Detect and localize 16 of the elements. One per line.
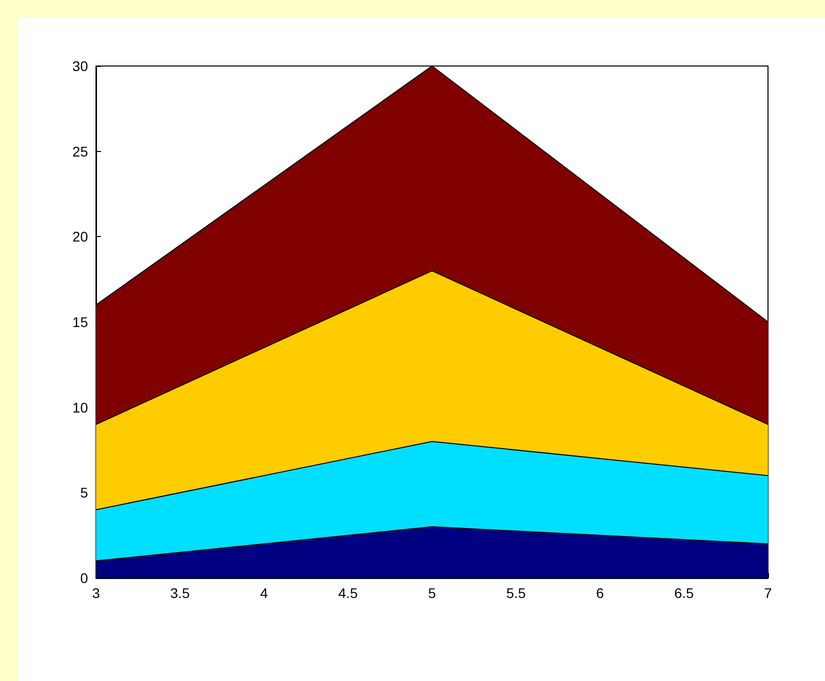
y-tick-label: 20 (72, 228, 88, 245)
y-tick-label: 15 (72, 314, 88, 330)
x-tick-label: 3 (92, 585, 100, 601)
y-tick-label: 25 (72, 143, 88, 160)
y-tick-label: 0 (80, 570, 88, 586)
y-tick-label: 30 (72, 58, 88, 74)
y-tick-label: 10 (72, 399, 88, 416)
x-tick-label: 4.5 (338, 585, 358, 601)
x-tick-label: 7 (764, 585, 772, 601)
y-tick-label: 5 (80, 484, 88, 501)
x-tick-label: 5 (428, 585, 436, 601)
x-tick-label: 3.5 (170, 585, 190, 601)
x-tick-label: 4 (260, 585, 268, 601)
x-tick-label: 6.5 (674, 585, 694, 601)
x-tick-label: 6 (596, 585, 604, 601)
x-tick-label: 5.5 (506, 585, 526, 601)
